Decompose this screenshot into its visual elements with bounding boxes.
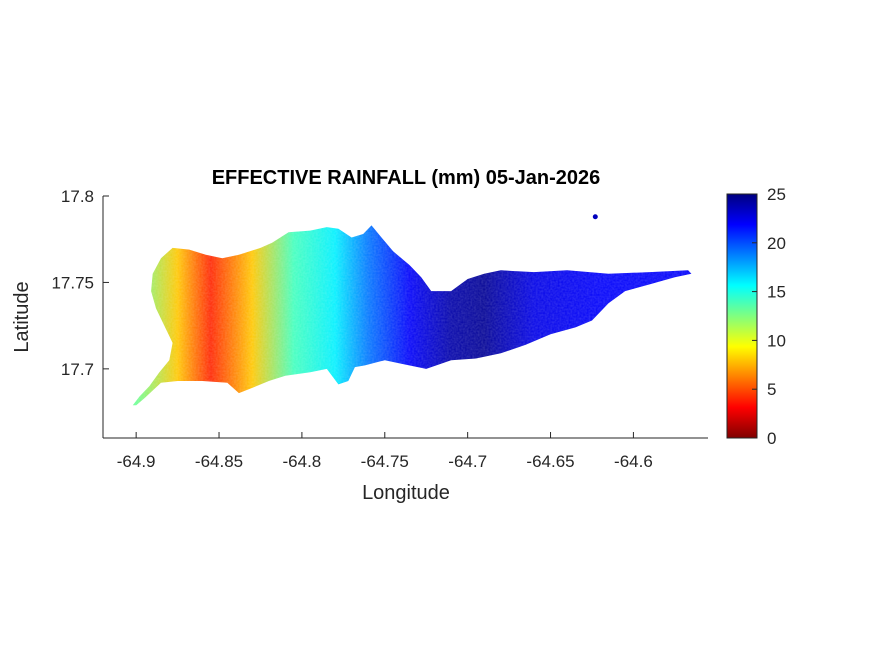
colorbar-tick-label: 15: [767, 283, 786, 302]
y-tick-label: 17.75: [51, 273, 94, 292]
x-tick-label: -64.85: [195, 452, 243, 471]
colorbar-frame: [726, 193, 758, 439]
colorbar-tick-label: 25: [767, 185, 786, 204]
rainfall-texture: [132, 225, 692, 406]
colorbar-gradient: [727, 194, 757, 438]
colorbar-tick-label: 10: [767, 331, 786, 350]
colorbar: 0 5 10 15 20 25: [726, 185, 786, 448]
x-ticks: -64.9 -64.85 -64.8 -64.75 -64.7 -64.65 -64.6: [117, 432, 653, 471]
x-tick-label: -64.6: [614, 452, 653, 471]
x-axis-label: Longitude: [362, 482, 450, 504]
colorbar-tick-label: 0: [767, 429, 776, 448]
islet-mark: [592, 214, 598, 220]
y-ticks: 17.7 17.75 17.8: [51, 187, 109, 379]
colorbar-ticks: 0 5 10 15 20 25: [752, 185, 786, 448]
x-tick-label: -64.65: [526, 452, 574, 471]
colorbar-tick-label: 5: [767, 380, 776, 399]
plot-area: [132, 214, 692, 406]
x-tick-label: -64.7: [448, 452, 487, 471]
x-tick-label: -64.75: [361, 452, 409, 471]
colorbar-tick-label: 20: [767, 234, 786, 253]
y-axis-label: Latitude: [11, 281, 33, 352]
y-tick-label: 17.7: [61, 360, 94, 379]
y-tick-label: 17.8: [61, 187, 94, 206]
chart-title: EFFECTIVE RAINFALL (mm) 05-Jan-2026: [212, 167, 601, 189]
x-tick-label: -64.9: [117, 452, 156, 471]
axes: -64.9 -64.85 -64.8 -64.75 -64.7 -64.65 -64.6 1…: [51, 187, 708, 471]
x-tick-label: -64.8: [283, 452, 322, 471]
